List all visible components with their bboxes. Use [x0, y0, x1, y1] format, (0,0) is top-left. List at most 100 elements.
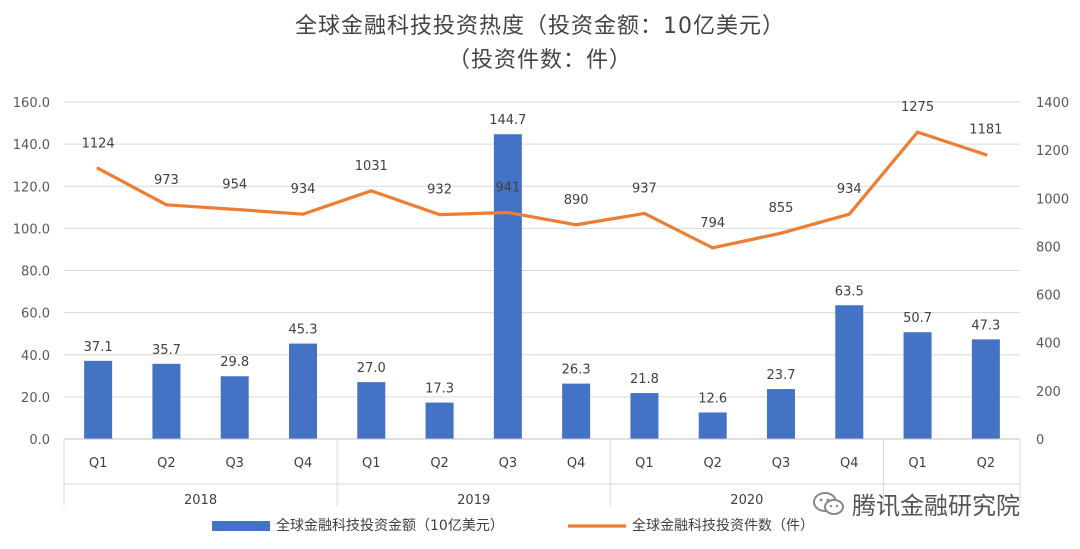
x-tick-label: Q4 [840, 456, 859, 471]
bar [698, 412, 727, 439]
bar [425, 402, 454, 439]
bar-data-label: 17.3 [425, 382, 454, 397]
x-tick-label: Q4 [294, 456, 313, 471]
line-point [301, 212, 305, 216]
line-point [574, 223, 578, 227]
bar-data-label: 45.3 [289, 323, 318, 338]
y-left-tick-label: 160.0 [13, 96, 50, 111]
line-data-label: 932 [427, 183, 452, 198]
x-group-label: 2018 [184, 493, 217, 508]
bar [220, 376, 249, 439]
line-point [369, 189, 373, 193]
y-left-tick-label: 80.0 [21, 265, 50, 280]
line-point [915, 130, 920, 134]
watermark: 腾讯金融研究院 [812, 486, 1020, 521]
line-data-label: 954 [222, 177, 247, 192]
x-tick-label: Q3 [225, 456, 244, 471]
y-right-tick-label: 400 [1036, 337, 1061, 352]
x-tick-label: Q2 [703, 456, 722, 471]
bar [562, 383, 591, 439]
bar-data-label: 144.7 [489, 113, 526, 128]
line-data-label: 1124 [82, 136, 115, 151]
line-data-label: 1181 [969, 123, 1002, 138]
bar-data-label: 35.7 [152, 343, 181, 358]
y-right-tick-label: 800 [1036, 240, 1061, 255]
line-point [96, 166, 100, 171]
x-tick-label: Q4 [567, 456, 586, 471]
bar-data-label: 27.0 [357, 361, 386, 376]
x-tick-label: Q1 [362, 456, 381, 471]
x-tick-label: Q1 [908, 456, 927, 471]
bar [152, 363, 181, 439]
y-right-tick-label: 1200 [1036, 144, 1069, 159]
line-point [437, 213, 442, 217]
line-data-label: 855 [769, 201, 794, 216]
line-data-label: 941 [495, 180, 520, 195]
line-data-label: 794 [700, 216, 725, 231]
bar-data-label: 29.8 [220, 355, 249, 370]
y-right-tick-label: 200 [1036, 385, 1061, 400]
y-right-tick-label: 600 [1036, 289, 1061, 304]
bar [835, 305, 864, 439]
line-series [96, 130, 988, 250]
line-point [164, 203, 169, 207]
line-data-label: 934 [291, 182, 316, 197]
y-right-tick-label: 1000 [1036, 192, 1069, 207]
line-point [711, 246, 715, 250]
line-data-label: 890 [564, 193, 589, 208]
bar [357, 382, 386, 439]
bar [630, 393, 659, 439]
legend-label-bar: 全球金融科技投资金额（10亿美元） [276, 517, 504, 534]
x-tick-label: Q1 [89, 456, 108, 471]
x-tick-label: Q2 [430, 456, 449, 471]
y-left-tick-label: 60.0 [21, 307, 50, 322]
x-tick-label: Q3 [499, 456, 518, 471]
bar-data-label: 63.5 [835, 284, 864, 299]
x-group-label: 2020 [730, 493, 763, 508]
bar [903, 332, 932, 439]
y-left-tick-label: 100.0 [13, 222, 50, 237]
y-left-tick-label: 40.0 [21, 349, 50, 364]
bar [971, 339, 1000, 439]
line-point [847, 212, 851, 216]
bar-data-label: 23.7 [767, 368, 796, 383]
bar [84, 360, 113, 439]
line-point [233, 207, 237, 211]
line-point [779, 231, 783, 235]
bar [493, 134, 522, 439]
bar-data-label: 47.3 [971, 318, 1000, 333]
legend-swatch-bar [212, 521, 270, 531]
line-data-label: 1275 [901, 100, 934, 115]
watermark-text: 腾讯金融研究院 [852, 492, 1020, 520]
x-tick-label: Q2 [157, 456, 176, 471]
line-data-label: 937 [632, 181, 657, 196]
y-left-tick-label: 0.0 [29, 433, 50, 448]
line-data-label: 934 [837, 182, 862, 197]
bar [767, 389, 795, 439]
bar-data-label: 12.6 [698, 391, 727, 406]
line-point [642, 211, 647, 216]
y-left-tick-label: 20.0 [21, 391, 50, 406]
legend-label-line: 全球金融科技投资件数（件） [632, 517, 814, 534]
chart-subtitle: （投资件数：件） [447, 48, 632, 73]
x-tick-label: Q3 [772, 456, 791, 471]
line-point [984, 153, 988, 157]
x-group-label: 2019 [457, 493, 490, 508]
y-left-tick-label: 140.0 [13, 138, 50, 153]
y-left-tick-label: 120.0 [13, 180, 50, 195]
bar [289, 343, 317, 439]
wechat-icon [813, 491, 844, 515]
y-right-tick-label: 1400 [1036, 96, 1069, 111]
y-right-tick-label: 0 [1036, 433, 1044, 448]
bar-data-label: 50.7 [903, 311, 932, 326]
bar-data-label: 26.3 [562, 363, 591, 378]
bar-data-label: 37.1 [84, 340, 113, 355]
chart-title: 全球金融科技投资热度（投资金额：10亿美元） [295, 14, 785, 39]
bar-data-label: 21.8 [630, 372, 659, 387]
line-data-label: 973 [154, 173, 179, 188]
line-point [506, 210, 510, 215]
line-data-label: 1031 [355, 159, 388, 174]
x-tick-label: Q2 [977, 456, 996, 471]
x-tick-label: Q1 [635, 456, 654, 471]
